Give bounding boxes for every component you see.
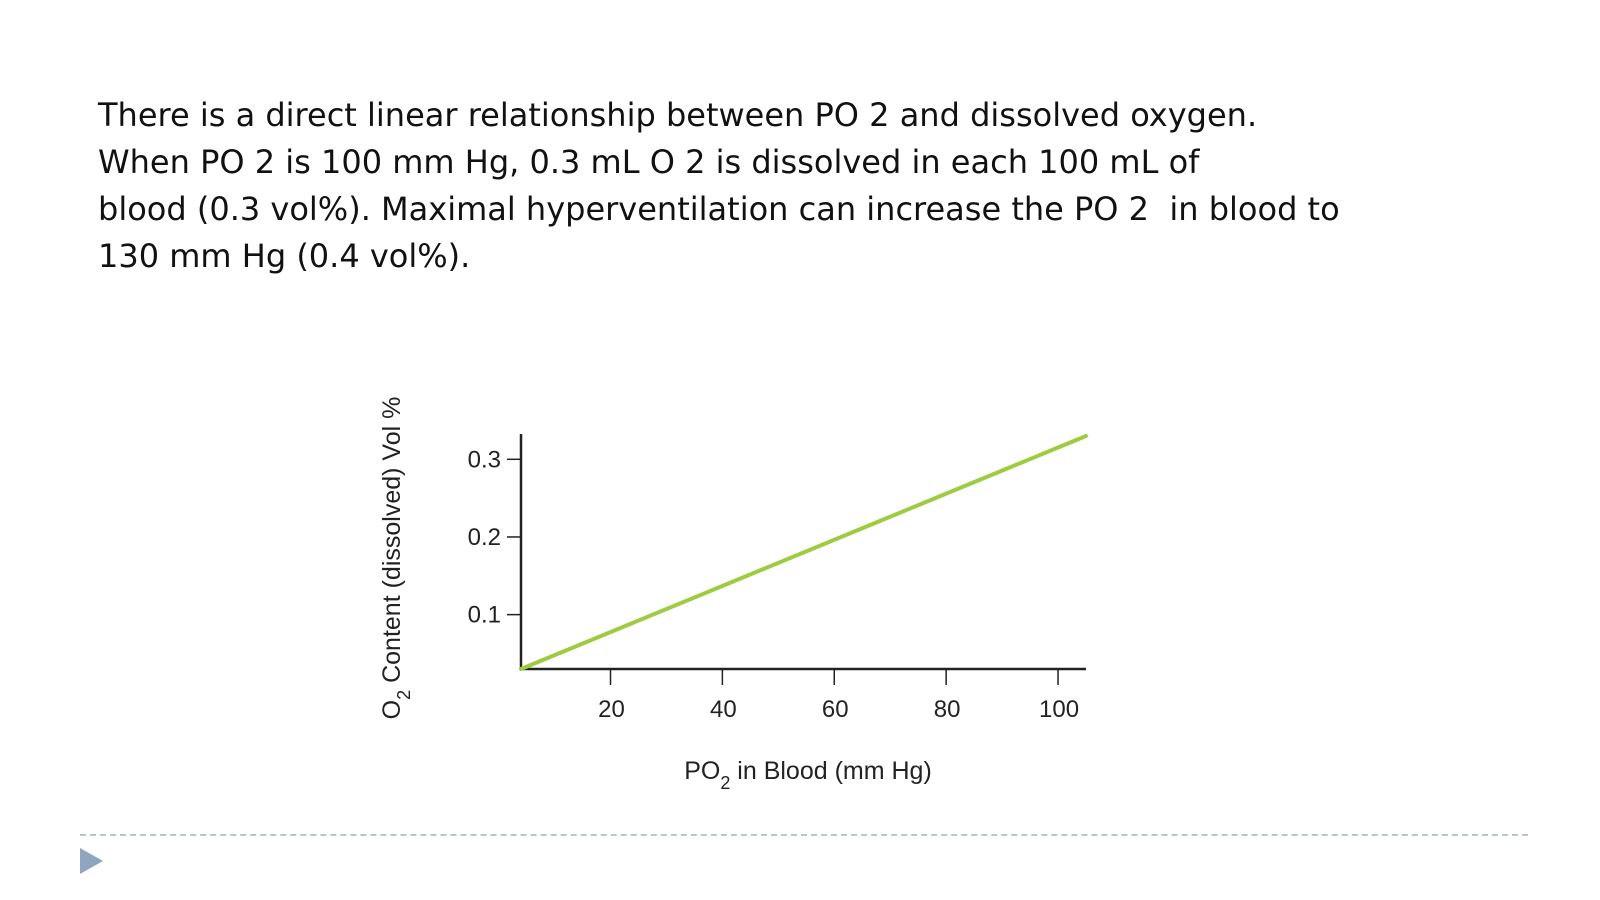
footer-arrow-icon bbox=[80, 848, 103, 874]
x-tick-label: 40 bbox=[710, 696, 737, 723]
x-axis-title: PO2 in Blood (mm Hg) bbox=[684, 757, 932, 793]
y-tick-label: 0.2 bbox=[468, 524, 501, 551]
slide-text-line: When PO 2 is 100 mm Hg, 0.3 mL O 2 is di… bbox=[98, 143, 1200, 181]
series-line bbox=[519, 434, 1088, 671]
y-tick-label: 0.3 bbox=[468, 446, 501, 473]
x-tick-label: 100 bbox=[1039, 696, 1079, 723]
y-tick-label: 0.1 bbox=[468, 602, 501, 629]
slide-text-line: There is a direct linear relationship be… bbox=[98, 96, 1258, 134]
slide-text-line: blood (0.3 vol%). Maximal hyperventilati… bbox=[98, 190, 1340, 228]
slide-text-line: 130 mm Hg (0.4 vol%). bbox=[98, 237, 471, 275]
chart-axes bbox=[507, 434, 1086, 685]
x-tick-label: 80 bbox=[934, 696, 961, 723]
x-tick-label: 60 bbox=[822, 696, 849, 723]
x-tick-label: 20 bbox=[598, 696, 625, 723]
slide-body-text: There is a direct linear relationship be… bbox=[98, 92, 1498, 280]
footer-divider bbox=[80, 834, 1528, 836]
chart-series bbox=[519, 434, 1088, 671]
y-axis-title: O2 Content (dissolved) Vol % bbox=[378, 397, 414, 720]
chart-labels: 20 40 60 80 100 0.1 0.2 0.3 PO2 in Blood (mm Hg)… bbox=[378, 397, 1079, 793]
